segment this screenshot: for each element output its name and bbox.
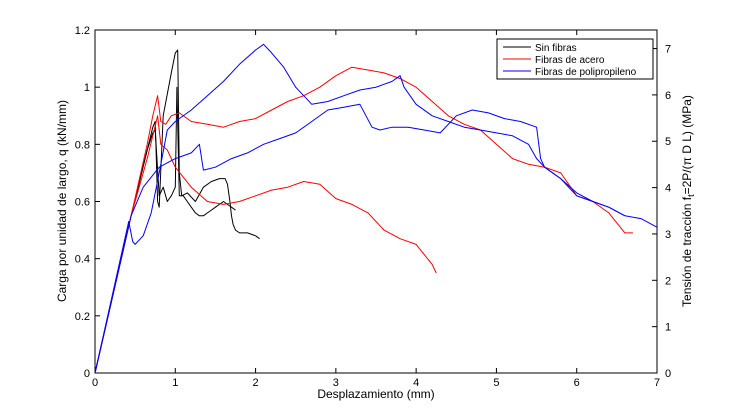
series-line-4 [94,115,437,374]
y-tick-label: 0.2 [75,311,90,323]
x-tick-label: 5 [493,377,499,389]
y2-tick-label: 3 [665,229,671,241]
x-tick-label: 0 [92,377,98,389]
x-tick-label: 3 [333,377,339,389]
x-tick-label: 7 [654,377,660,389]
y-tick-label: 0.6 [75,197,90,209]
series-line-3 [94,66,633,374]
y-tick-label: 1.2 [75,25,90,37]
y2-tick-label: 4 [665,183,671,195]
series-line-6 [94,103,626,374]
y2-tick-label: 6 [665,90,671,102]
axes-frame [94,29,658,374]
x-tick-label: 4 [413,377,419,389]
y2-tick-label: 0 [665,368,671,380]
legend-box [496,38,654,80]
x-axis-label: Desplazamiento (mm) [317,387,434,401]
x-tick-label: 2 [253,377,259,389]
legend-entry: Fibras de polipropileno [535,67,637,78]
y2-axis-label: Tensión de tracción ft=2P/(π D L) (MPa) [680,95,696,307]
y-tick-label: 0 [84,368,90,380]
y-tick-label: 0.4 [75,254,90,266]
series-line-1 [94,49,260,374]
y-tick-label: 1 [84,82,90,94]
y-tick-label: 0.8 [75,139,90,151]
series-lines [94,43,658,374]
series-line-5 [94,43,658,374]
x-ticks: 0 1 2 3 4 5 6 7 [92,30,660,389]
y2-tick-label: 2 [665,275,671,287]
legend-entry: Fibras de acero [535,55,605,66]
y2-tick-label: 7 [665,44,671,56]
legend-entry: Sin fibras [535,43,577,54]
plot-area-border [94,29,658,374]
x-tick-label: 6 [574,377,580,389]
y2-tick-label: 1 [665,322,671,334]
y2-tick-label: 5 [665,136,671,148]
y2-ticks: 0 1 2 3 4 5 6 7 [652,44,671,380]
series-line-2 [94,86,236,374]
y-axis-label: Carga por unidad de largo, q (kN/mm) [55,100,69,302]
y-ticks: 0 0.2 0.4 0.6 0.8 1 1.2 [75,25,100,380]
x-tick-label: 1 [172,377,178,389]
